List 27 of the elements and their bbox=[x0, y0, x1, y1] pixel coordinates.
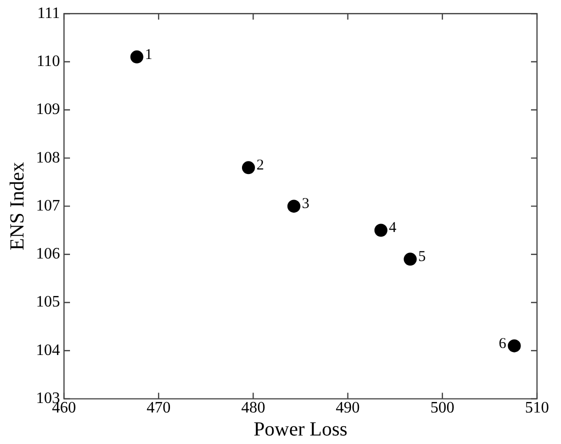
point bbox=[242, 161, 255, 174]
annotation: 4 bbox=[388, 220, 397, 236]
x-axis-title: Power Loss bbox=[254, 418, 348, 440]
point bbox=[287, 200, 300, 213]
annotation: 6 bbox=[498, 336, 507, 352]
y-tick-label: 105 bbox=[36, 294, 60, 311]
y-axis-title: ENS Index bbox=[6, 162, 28, 250]
y-tick-label: 111 bbox=[37, 4, 60, 22]
y-tick-label: 110 bbox=[36, 52, 60, 70]
annotation: 3 bbox=[302, 196, 310, 212]
y-tick-label: 104 bbox=[36, 342, 60, 359]
point bbox=[374, 224, 388, 237]
annotation: 2 bbox=[256, 158, 264, 174]
y-tick-label: 109 bbox=[36, 101, 60, 118]
point bbox=[130, 50, 144, 64]
y-tick-label: 106 bbox=[36, 246, 60, 263]
y-tick-label: 107 bbox=[36, 197, 60, 214]
x-tick-label: 470 bbox=[146, 400, 171, 417]
x-tick-label: 500 bbox=[430, 400, 454, 417]
x-tick-label: 490 bbox=[336, 400, 360, 417]
annotation: 1 bbox=[144, 46, 152, 63]
x-tick-label: 510 bbox=[525, 400, 549, 417]
point bbox=[404, 252, 417, 266]
y-tick-label: 108 bbox=[36, 149, 60, 166]
x-tick-label: 480 bbox=[241, 400, 266, 417]
point bbox=[508, 339, 521, 352]
annotation: 5 bbox=[418, 249, 426, 266]
